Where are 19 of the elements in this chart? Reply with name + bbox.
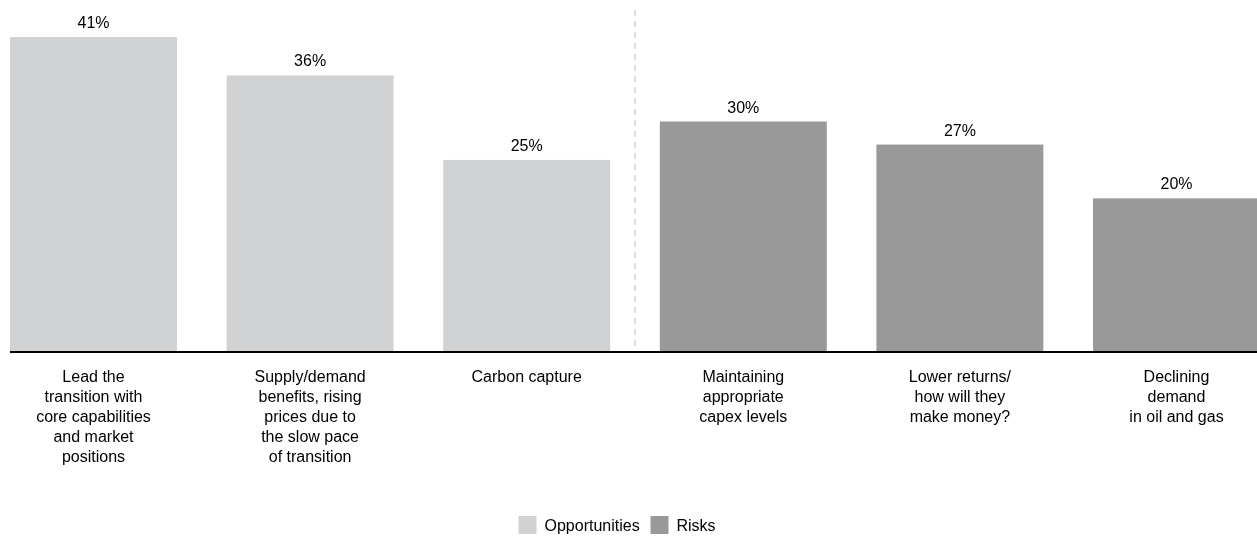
data-label: 25%	[510, 136, 543, 154]
bar	[876, 144, 1044, 352]
data-label: 36%	[294, 52, 327, 70]
x-tick-label: Maintaining appropriate capex levels	[699, 368, 788, 425]
x-tick-label: Lower returns/ how will they make money?	[908, 368, 1012, 425]
x-tick-label: Declining demand in oil and gas	[1129, 368, 1224, 425]
legend-label: Opportunities	[544, 517, 640, 534]
x-tick-label: Lead the transition with core capabilities and market positions	[36, 368, 151, 465]
bar	[443, 159, 611, 352]
bar	[659, 121, 827, 352]
x-tick-label: Supply/demand benefits, rising prices due to the slow pace of transition	[254, 368, 366, 465]
bar	[10, 37, 177, 352]
bar	[226, 75, 394, 352]
data-label: 30%	[727, 98, 760, 116]
data-label: 41%	[77, 14, 110, 31]
data-label: 27%	[943, 121, 976, 139]
legend-label: Risks	[676, 517, 716, 534]
data-label: 20%	[1160, 175, 1193, 193]
x-tick-label: Carbon capture	[471, 368, 582, 385]
